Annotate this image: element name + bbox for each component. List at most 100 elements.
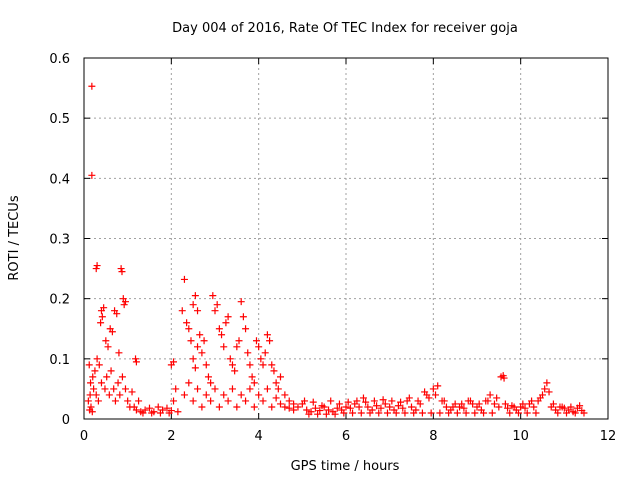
data-point xyxy=(202,391,210,399)
data-point xyxy=(90,385,98,393)
data-point xyxy=(213,301,221,309)
data-point xyxy=(103,373,111,381)
data-point xyxy=(237,298,245,306)
data-point xyxy=(294,403,302,411)
data-point xyxy=(541,385,549,393)
x-tick-label: 4 xyxy=(255,429,263,444)
data-point xyxy=(488,409,496,417)
data-point xyxy=(255,391,263,399)
data-point xyxy=(194,385,202,393)
data-point xyxy=(191,364,199,372)
data-point xyxy=(429,385,437,393)
data-point xyxy=(500,374,508,382)
data-point xyxy=(340,409,348,417)
data-point xyxy=(514,409,522,417)
data-point xyxy=(246,385,254,393)
data-point xyxy=(132,358,140,366)
data-point xyxy=(418,409,426,417)
data-point xyxy=(386,403,394,411)
data-point xyxy=(414,397,422,405)
data-point xyxy=(506,409,514,417)
data-point xyxy=(252,337,260,345)
y-tick-label: 0.5 xyxy=(49,112,70,127)
data-point xyxy=(92,391,100,399)
grid-lines xyxy=(84,58,608,419)
data-point xyxy=(257,355,265,363)
data-point xyxy=(342,403,350,411)
data-point xyxy=(528,397,536,405)
data-point xyxy=(189,355,197,363)
data-point xyxy=(290,400,298,408)
data-point xyxy=(303,406,311,414)
data-point xyxy=(148,409,156,417)
data-point xyxy=(211,307,219,315)
data-point xyxy=(97,379,105,387)
data-point xyxy=(554,409,562,417)
data-point xyxy=(401,409,409,417)
data-point xyxy=(580,409,588,417)
data-point xyxy=(392,409,400,417)
y-tick-label: 0.3 xyxy=(49,233,70,248)
data-point xyxy=(89,373,97,381)
data-point xyxy=(224,397,232,405)
data-point xyxy=(263,331,271,339)
data-point xyxy=(211,385,219,393)
data-point xyxy=(121,298,129,306)
data-point xyxy=(118,268,126,276)
data-point xyxy=(359,394,367,402)
data-point xyxy=(277,400,284,408)
data-point xyxy=(543,379,551,387)
data-point xyxy=(327,397,335,405)
x-tick-label: 6 xyxy=(342,429,350,444)
data-point xyxy=(486,391,494,399)
data-point xyxy=(101,385,109,393)
data-point xyxy=(163,404,171,412)
data-point xyxy=(449,403,457,411)
data-point xyxy=(135,397,143,405)
data-point xyxy=(185,379,193,387)
data-point xyxy=(250,379,258,387)
x-tick-label: 12 xyxy=(600,429,617,444)
data-point xyxy=(207,379,215,387)
data-point xyxy=(207,397,215,405)
y-tick-label: 0 xyxy=(62,413,70,428)
data-point xyxy=(425,394,433,402)
data-point xyxy=(116,391,124,399)
data-point xyxy=(87,379,95,387)
data-point xyxy=(189,397,197,405)
data-point xyxy=(202,361,210,369)
data-point xyxy=(383,409,391,417)
data-point xyxy=(196,331,204,339)
data-point xyxy=(397,398,405,406)
data-point xyxy=(100,304,108,312)
data-point xyxy=(94,397,102,405)
data-point xyxy=(318,402,326,410)
data-point xyxy=(475,400,483,408)
data-point xyxy=(156,409,164,417)
data-point xyxy=(194,343,202,351)
data-point xyxy=(434,382,442,390)
data-point xyxy=(263,385,271,393)
data-point xyxy=(379,396,387,404)
data-point xyxy=(194,307,202,315)
data-point xyxy=(86,391,94,399)
data-point xyxy=(261,349,269,357)
data-point xyxy=(93,355,101,363)
data-point xyxy=(248,373,256,381)
data-point xyxy=(98,313,106,321)
data-point xyxy=(427,409,435,417)
data-point xyxy=(301,397,309,405)
data-point xyxy=(357,409,365,417)
data-point xyxy=(183,319,191,327)
data-point xyxy=(88,171,96,179)
data-point xyxy=(259,361,267,369)
data-point xyxy=(107,367,115,375)
data-point xyxy=(458,400,466,408)
data-point xyxy=(200,337,208,345)
data-point xyxy=(191,292,199,300)
data-point xyxy=(239,313,247,321)
data-point xyxy=(325,406,333,414)
data-point xyxy=(545,388,553,396)
data-point xyxy=(501,400,509,408)
data-point xyxy=(311,404,319,412)
